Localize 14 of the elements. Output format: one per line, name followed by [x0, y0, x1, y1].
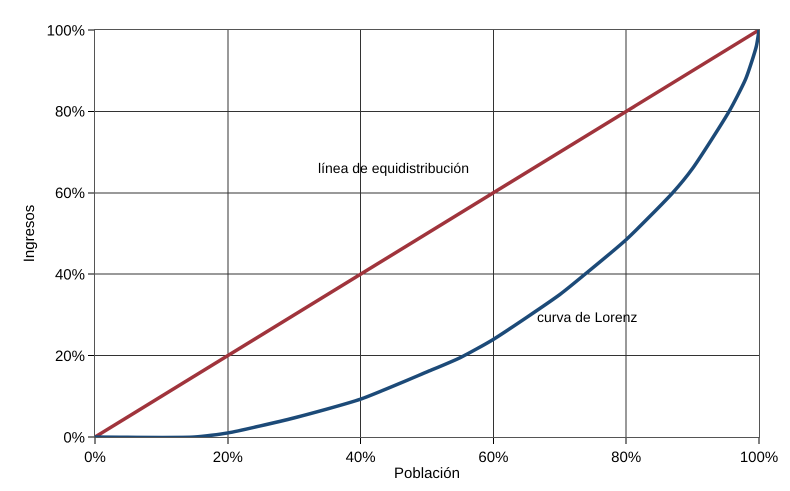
x-tick-label: 100%: [740, 449, 778, 466]
x-tick-label: 0%: [84, 449, 106, 466]
x-tick-label: 60%: [478, 449, 508, 466]
x-tick-label: 40%: [346, 449, 376, 466]
x-axis-title: Población: [394, 465, 460, 482]
y-tick-label: 0%: [63, 429, 85, 446]
y-axis-title: Ingresos: [20, 204, 38, 262]
y-tick-label: 60%: [54, 185, 85, 202]
y-tick-label: 20%: [54, 348, 85, 365]
y-tick-label: 100%: [46, 22, 85, 40]
x-tick-label: 80%: [611, 449, 642, 466]
y-tick-label: 80%: [54, 104, 85, 121]
x-tick-label: 20%: [212, 449, 243, 466]
y-tick-label: 40%: [54, 266, 85, 284]
